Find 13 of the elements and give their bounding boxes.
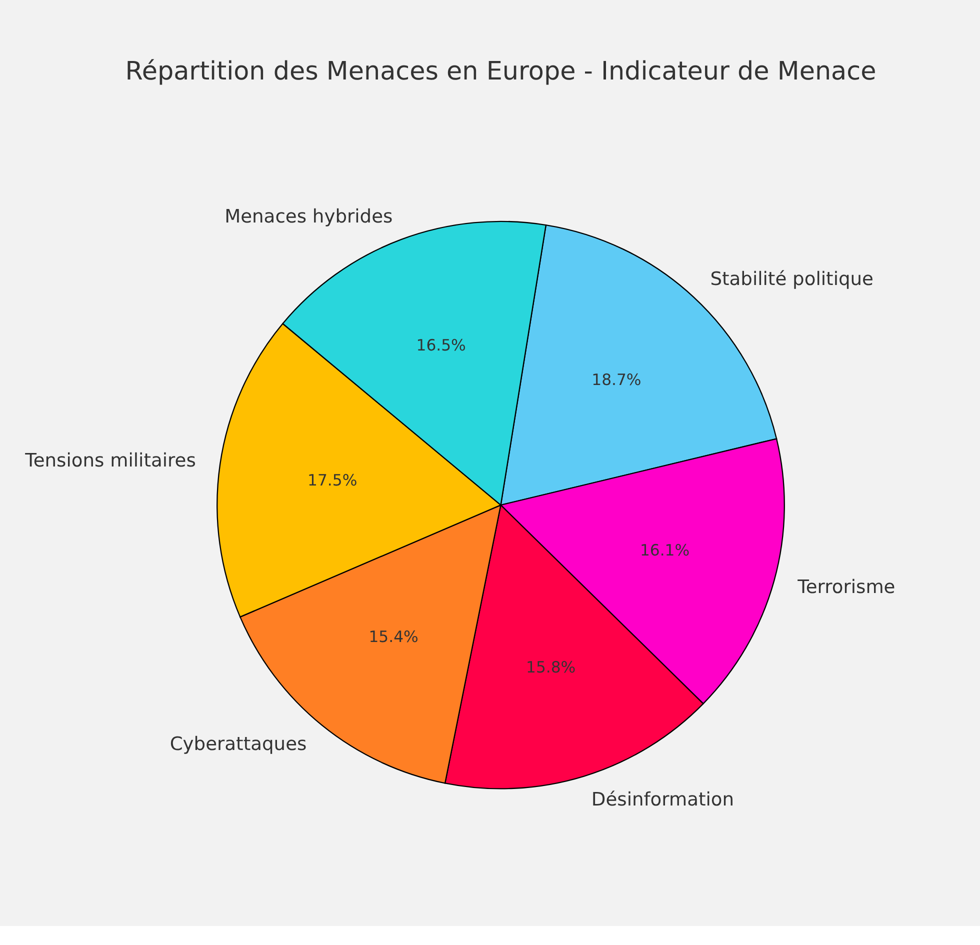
slice-label: Tensions militaires <box>24 450 196 472</box>
slice-label: Stabilité politique <box>710 268 874 290</box>
slice-label: Cyberattaques <box>170 734 307 756</box>
data-label: 15.8% <box>526 658 576 677</box>
slice-label: Terrorisme <box>796 577 896 598</box>
chart-title: Répartition des Menaces en Europe - Indicateur de Menace <box>125 56 876 86</box>
slice-label: Menaces hybrides <box>224 206 393 228</box>
data-label: 18.7% <box>592 370 642 390</box>
slice-label: Désinformation <box>591 789 734 810</box>
data-label: 15.4% <box>368 627 418 646</box>
data-label: 17.5% <box>308 470 358 490</box>
data-label: 16.5% <box>416 336 466 355</box>
data-label: 16.1% <box>640 540 690 560</box>
